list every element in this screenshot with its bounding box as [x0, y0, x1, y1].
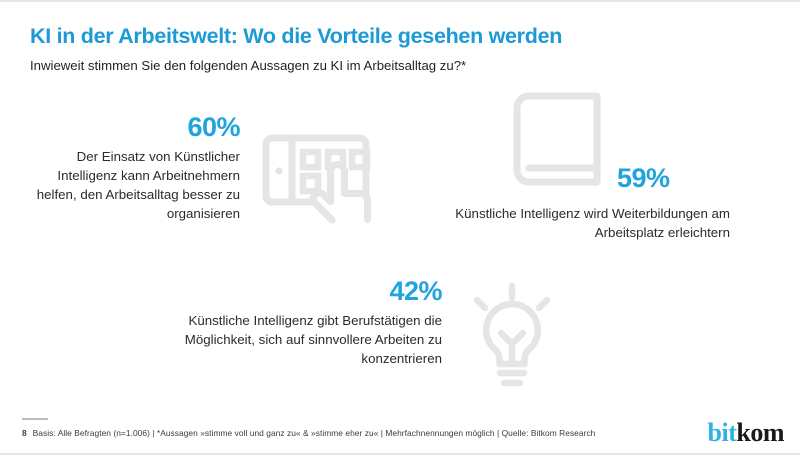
stat-block-1: 60% Der Einsatz von Künstlicher Intellig… [22, 114, 392, 234]
stat-1-value: 60% [187, 112, 240, 142]
stat-2-value: 59% [617, 163, 670, 193]
stat-3-label: Künstliche Intelligenz gibt Berufstätige… [184, 313, 442, 366]
lightbulb-icon [456, 282, 568, 394]
logo-part-bit: bit [707, 418, 737, 447]
stat-2-label: Künstliche Intelligenz wird Weiterbildun… [455, 206, 730, 240]
header: KI in der Arbeitswelt: Wo die Vorteile g… [30, 24, 770, 74]
stat-2-value-wrap: 59% [617, 165, 670, 198]
footer: 8 Basis: Alle Befragten (n=1.006) | *Aus… [22, 428, 595, 438]
stat-block-2: 59% Künstliche Intelligenz wird Weiterbi… [455, 90, 785, 243]
footer-divider [22, 418, 48, 420]
page-number: 8 [22, 428, 27, 438]
page-subtitle: Inwieweit stimmen Sie den folgenden Auss… [30, 57, 467, 73]
stat-block-3: 42% Künstliche Intelligenz gibt Berufstä… [160, 278, 590, 394]
book-icon [511, 90, 607, 198]
logo-part-kom: kom [736, 418, 784, 447]
stat-1-label: Der Einsatz von Künstlicher Intelligenz … [36, 149, 240, 221]
stat-3-text: 42% Künstliche Intelligenz gibt Berufstä… [160, 276, 443, 369]
tablet-touch-icon [258, 116, 376, 234]
page-title: KI in der Arbeitswelt: Wo die Vorteile g… [30, 24, 563, 48]
footer-source-note: Basis: Alle Befragten (n=1.006) | *Aussa… [32, 428, 596, 438]
stat-2-text: Künstliche Intelligenz wird Weiterbildun… [455, 205, 730, 243]
stat-1-text: 60% Der Einsatz von Künstlicher Intellig… [22, 112, 241, 224]
stat-3-value: 42% [389, 276, 442, 306]
bitkom-logo: bitkom [707, 418, 785, 447]
